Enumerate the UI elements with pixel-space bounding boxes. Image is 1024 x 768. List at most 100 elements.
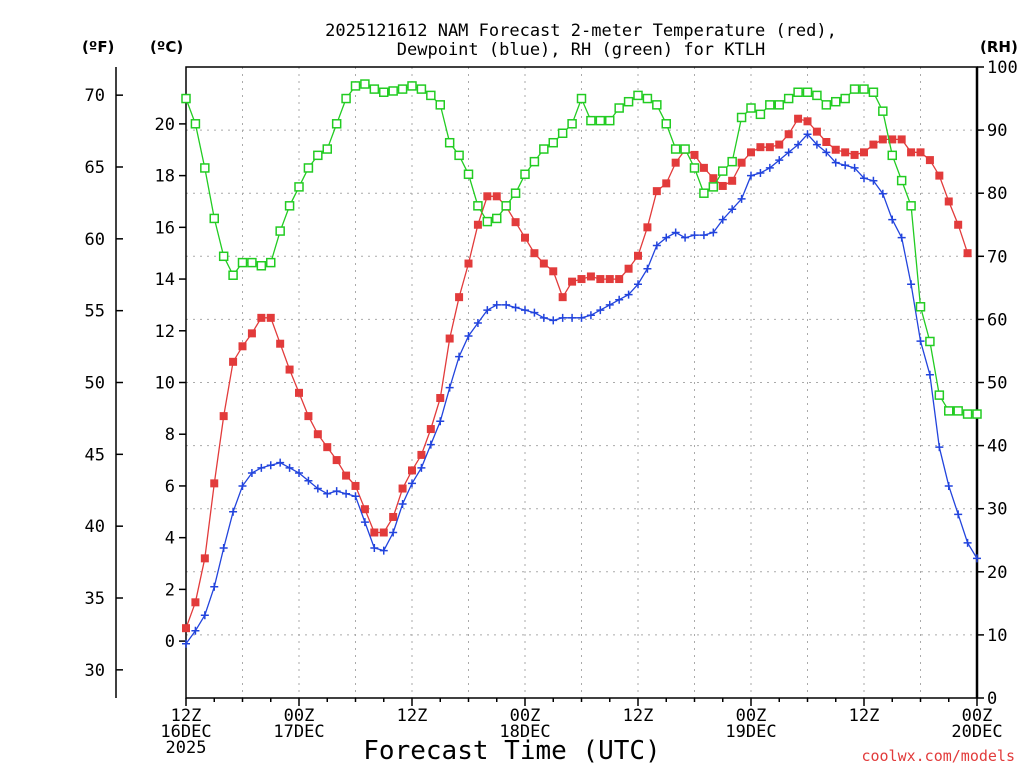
rh-point (482, 216, 493, 227)
rh-point (275, 226, 285, 236)
rh-point (284, 201, 295, 211)
rh-point (642, 93, 653, 104)
rh-point (906, 201, 916, 211)
dewpoint-point (681, 233, 690, 242)
temperature-point (775, 140, 784, 149)
dewpoint-point (229, 507, 238, 516)
temperature-point (464, 259, 473, 268)
rh-point (322, 144, 332, 154)
rh-point (266, 257, 276, 268)
dewpoint-point (266, 461, 275, 470)
temperature-point (897, 135, 906, 144)
dewpoint-point (615, 295, 624, 304)
dewpoint-point (332, 487, 341, 496)
temperature-point (360, 505, 369, 514)
rh-point (718, 166, 728, 176)
temperature-point (436, 394, 445, 403)
dewpoint-point (417, 463, 426, 472)
rh-tick-label: 70 (987, 247, 1007, 267)
rh-point (397, 84, 408, 94)
dewpoint-point (954, 510, 963, 519)
rh-point (812, 90, 822, 101)
temperature-point (803, 117, 812, 126)
dewpoint-point (455, 352, 464, 361)
temperature-point (558, 293, 567, 302)
temperature-point (304, 412, 313, 421)
dewpoint-point (502, 300, 511, 309)
x-axis-label: Forecast Time (UTC) (363, 736, 660, 766)
dewpoint-point (295, 469, 303, 478)
x-tick-label: 12Z (849, 706, 880, 726)
dewpoint-point (360, 518, 369, 527)
dewpoint-point (888, 215, 897, 224)
temperature-point (229, 357, 238, 366)
fahrenheit-tick-label: 45 (85, 445, 105, 465)
dewpoint-point (907, 280, 916, 289)
temperature-point (389, 512, 398, 521)
temperature-point (398, 484, 407, 493)
dewpoint-point (897, 233, 906, 242)
dewpoint-point (869, 176, 878, 185)
dewpoint-point (257, 463, 266, 472)
dewpoint-point (737, 194, 746, 203)
dewpoint-point (370, 544, 379, 553)
rh-point (379, 87, 389, 97)
dewpoint-point (464, 331, 473, 340)
temperature-point (586, 272, 595, 281)
rh-point (887, 150, 897, 161)
fahrenheit-tick-label: 60 (85, 230, 105, 250)
rh-point (746, 103, 756, 113)
rh-point (878, 106, 888, 116)
celsius-tick-label: 18 (155, 167, 175, 187)
rh-point (237, 257, 248, 268)
celsius-unit-label: (ºC) (150, 38, 183, 56)
dewpoint-point (605, 300, 614, 309)
axis-ticks: 0 2 4 6 8 10 12 14 16 18 20 30 35 40 45 50 55 60 65 70 0 10 20… (85, 58, 1018, 758)
x-tick-label: 19DEC (725, 722, 776, 742)
rh-point (181, 93, 191, 104)
rh-point (840, 93, 850, 104)
rh-point (435, 100, 445, 110)
dewpoint-point (784, 148, 793, 157)
credit-text: coolwx.com/models (861, 747, 1015, 765)
temperature-point (351, 481, 360, 490)
temperature-point (483, 192, 492, 201)
chart-title-line-2: Dewpoint (blue), RH (green) for KTLH (397, 40, 765, 60)
dewpoint-point (247, 469, 256, 478)
rh-point (849, 84, 860, 94)
temperature-point (812, 127, 821, 136)
rh-point (962, 409, 973, 419)
dewpoint-point (963, 538, 972, 547)
dewpoint-point (568, 313, 577, 322)
dewpoint-point (577, 313, 586, 322)
temperature-point (295, 388, 303, 397)
temperature-point (379, 528, 388, 537)
dewpoint-point (860, 174, 868, 183)
x-tick-label: 12Z (397, 706, 428, 726)
temperature-point (671, 158, 680, 167)
dewpoint-point (398, 500, 407, 509)
x-tick-label: 00Z (284, 706, 315, 726)
temperature-point (728, 176, 737, 185)
temperature-point (445, 334, 454, 343)
temperature-point (455, 293, 464, 302)
dewpoint-point (596, 306, 605, 315)
dewpoint-point (285, 463, 294, 472)
temperature-point (765, 143, 774, 152)
dewpoint-point (973, 554, 981, 563)
rh-tick-label: 30 (987, 500, 1007, 520)
celsius-tick-label: 20 (155, 115, 175, 135)
dewpoint-point (765, 163, 774, 172)
dewpoint-point (408, 479, 416, 488)
rh-point (218, 251, 229, 262)
rh-point (661, 119, 671, 129)
temperature-point (200, 554, 209, 563)
rh-point (934, 390, 945, 400)
temperature-point (747, 148, 755, 157)
temperature-point (426, 425, 435, 434)
temperature-point (831, 145, 840, 154)
dewpoint-point (878, 189, 887, 198)
rh-point (708, 182, 719, 192)
temperature-point (370, 528, 379, 537)
temperature-point (238, 342, 247, 351)
